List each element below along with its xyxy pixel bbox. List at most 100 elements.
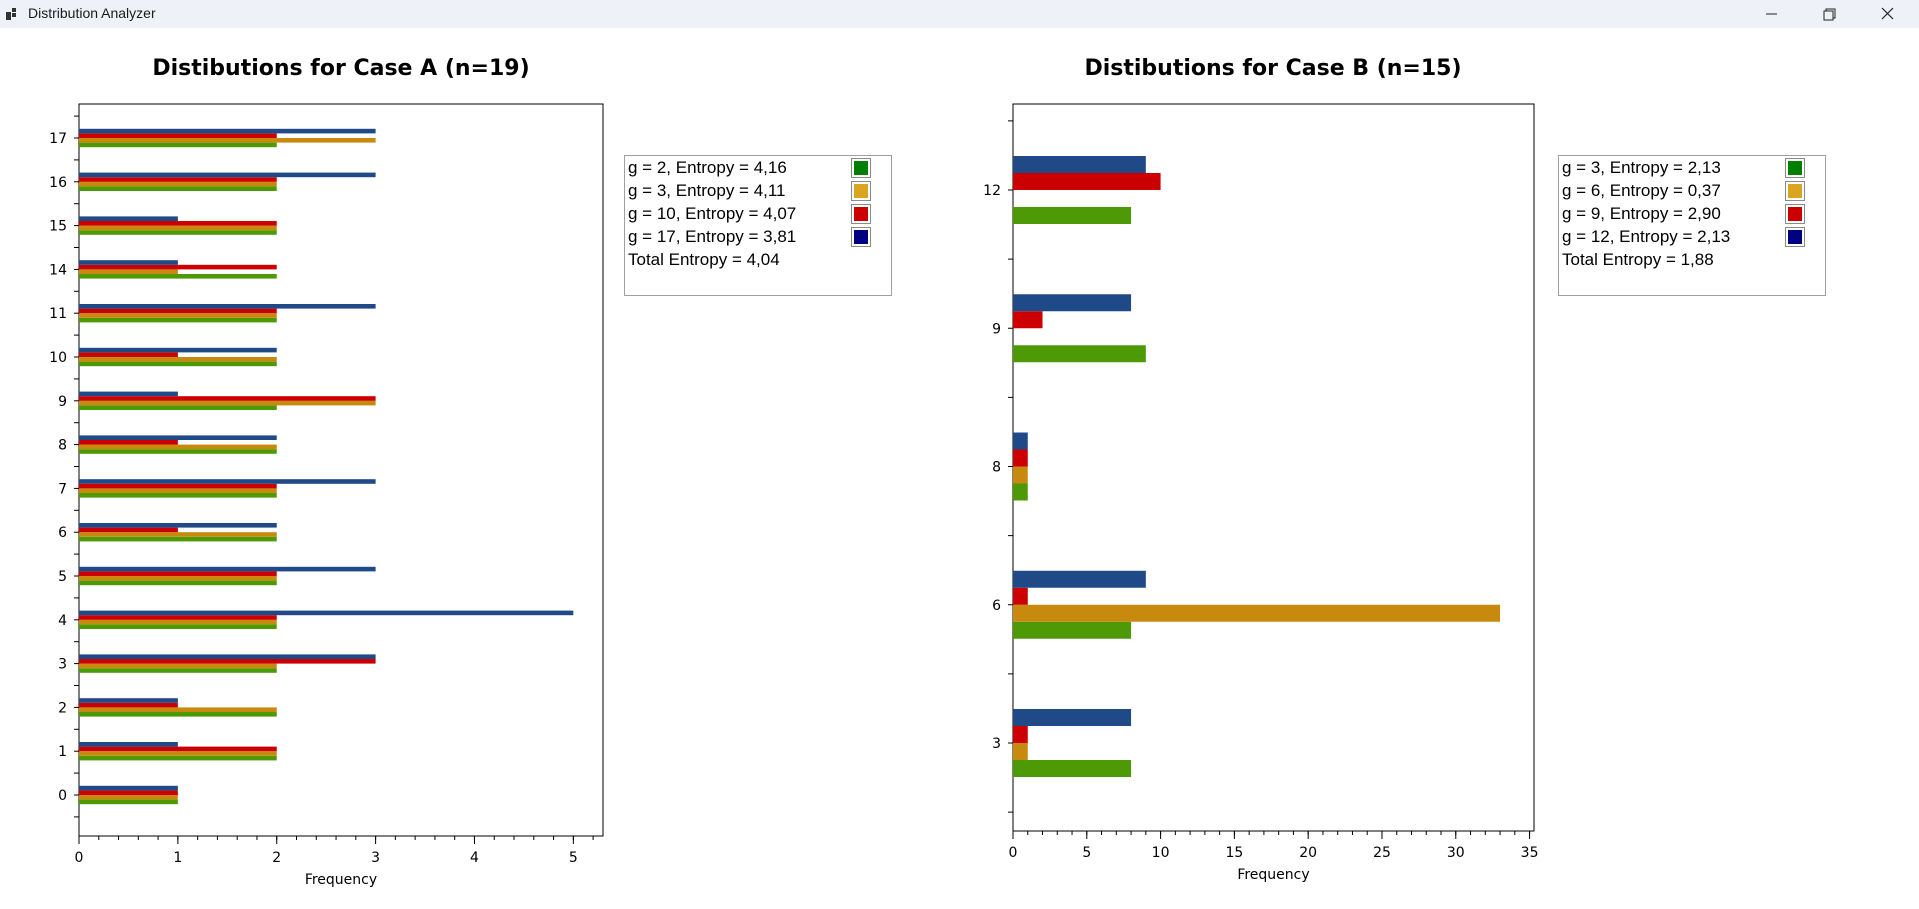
y-tick-label: 9 <box>992 321 1001 337</box>
bar <box>1013 449 1028 467</box>
bar <box>79 698 178 703</box>
bar <box>79 308 277 314</box>
swatch-color <box>854 161 868 175</box>
bar <box>79 400 376 406</box>
y-tick-label: 3 <box>992 736 1001 752</box>
bar <box>79 435 277 440</box>
minimize-icon <box>1766 13 1777 15</box>
x-axis-label: Frequency <box>305 872 377 888</box>
bar <box>1013 587 1028 605</box>
bar <box>79 221 277 226</box>
swatch-color <box>854 207 868 221</box>
legend-b-swatch <box>1785 181 1805 201</box>
x-tick-label: 35 <box>1521 845 1539 861</box>
y-tick-label: 1 <box>58 744 67 760</box>
bar <box>1013 726 1028 743</box>
bar <box>79 790 178 795</box>
bar <box>79 186 277 191</box>
close-icon <box>1881 7 1894 20</box>
bar <box>1013 743 1028 760</box>
legend-b-swatch <box>1785 204 1805 224</box>
x-tick-label: 15 <box>1225 845 1243 861</box>
bar <box>79 352 178 357</box>
bar <box>79 654 376 659</box>
y-tick-label: 0 <box>58 788 67 804</box>
x-tick-label: 20 <box>1299 845 1317 861</box>
bar <box>79 313 277 318</box>
y-tick-label: 6 <box>992 598 1001 614</box>
y-tick-label: 5 <box>58 569 67 585</box>
bar <box>79 483 277 489</box>
legend-b-row: g = 9, Entropy = 2,90 <box>1562 204 1721 223</box>
app-grid-icon <box>6 8 16 20</box>
close-button[interactable] <box>1858 0 1916 28</box>
bar <box>79 566 376 572</box>
bar <box>79 317 277 323</box>
bar <box>79 269 178 274</box>
swatch-color <box>1788 230 1802 244</box>
legend-a: g = 2, Entropy = 4,16 g = 3, Entropy = 4… <box>624 155 892 296</box>
bar <box>79 405 277 410</box>
bar <box>79 755 277 761</box>
bar <box>1013 604 1501 622</box>
bar <box>79 751 277 756</box>
y-tick-label: 3 <box>58 657 67 673</box>
bar <box>79 659 376 664</box>
bar <box>1013 294 1132 312</box>
legend-a-row: g = 10, Entropy = 4,07 <box>628 204 797 223</box>
minimize-button[interactable] <box>1742 0 1800 28</box>
x-tick-label: 0 <box>1009 845 1018 861</box>
y-tick-label: 8 <box>992 460 1001 476</box>
bar <box>1013 621 1132 639</box>
bar <box>79 138 376 143</box>
bar <box>1013 345 1146 363</box>
x-tick-label: 5 <box>1082 845 1091 861</box>
x-tick-label: 3 <box>371 850 380 866</box>
legend-a-swatch <box>851 181 871 201</box>
restore-button[interactable] <box>1800 0 1858 28</box>
y-tick-label: 2 <box>58 700 67 716</box>
legend-b-row: g = 3, Entropy = 2,13 <box>1562 158 1721 177</box>
bar <box>79 347 277 353</box>
bar <box>79 610 574 616</box>
bar <box>79 707 277 712</box>
y-tick-label: 10 <box>49 350 67 366</box>
bar <box>79 142 277 148</box>
legend-a-swatch <box>851 158 871 178</box>
legend-b-swatch <box>1785 227 1805 247</box>
legend-b-row: g = 6, Entropy = 0,37 <box>1562 181 1721 200</box>
swatch-color <box>1788 161 1802 175</box>
legend-b-swatch <box>1785 158 1805 178</box>
legend-a-swatch <box>851 204 871 224</box>
bar <box>79 440 178 445</box>
bar <box>79 576 277 581</box>
bar <box>79 172 376 178</box>
bar <box>79 742 178 747</box>
bar <box>79 396 376 401</box>
y-tick-label: 15 <box>49 219 67 235</box>
y-tick-label: 9 <box>58 394 67 410</box>
bar <box>79 479 376 484</box>
x-tick-label: 10 <box>1152 845 1170 861</box>
swatch-color <box>1788 207 1802 221</box>
bar <box>1013 311 1043 329</box>
bar <box>79 799 178 805</box>
y-tick-label: 14 <box>49 262 67 278</box>
bar <box>79 361 277 367</box>
y-tick-label: 12 <box>983 183 1001 199</box>
y-tick-label: 4 <box>58 613 67 629</box>
bar <box>79 444 277 450</box>
swatch-color <box>1788 184 1802 198</box>
bar <box>1013 483 1028 501</box>
bar <box>79 264 277 270</box>
bar <box>1013 207 1132 224</box>
legend-a-row: g = 17, Entropy = 3,81 <box>628 227 797 246</box>
bar <box>79 449 277 454</box>
title-bar: Distribution Analyzer <box>0 0 1919 28</box>
bar <box>1013 432 1028 450</box>
bar <box>79 230 277 235</box>
bar <box>79 128 376 134</box>
y-tick-label: 16 <box>49 175 67 191</box>
bar <box>79 615 277 620</box>
